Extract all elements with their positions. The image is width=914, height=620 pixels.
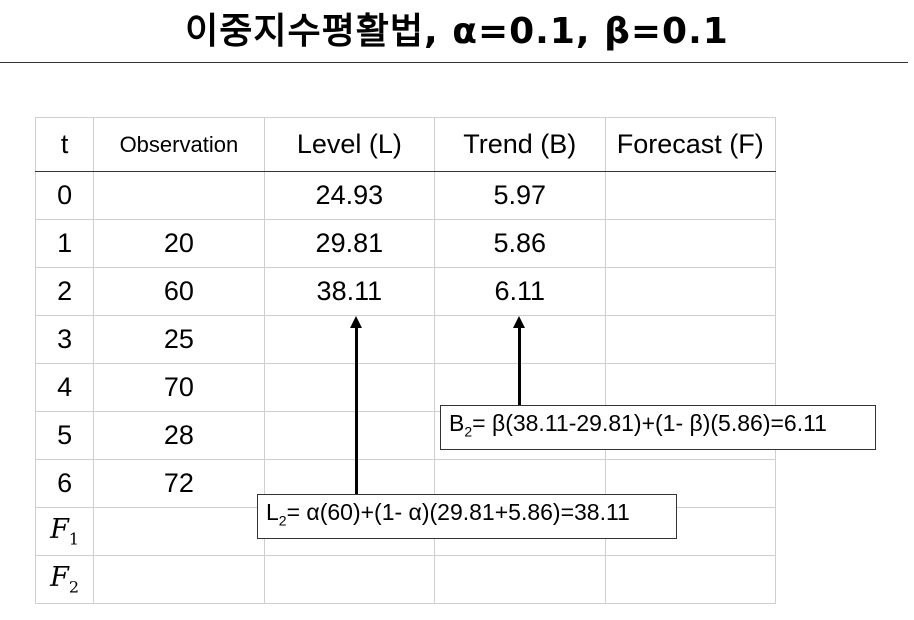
header-t: t — [36, 118, 94, 172]
cell-t: 2 — [36, 268, 94, 316]
cell-observation: 60 — [94, 268, 264, 316]
header-trend: Trend (B) — [435, 118, 605, 172]
trend-formula-subscript: 2 — [464, 424, 472, 440]
cell-forecast — [605, 556, 775, 604]
level-formula-symbol: L — [266, 499, 279, 525]
trend-formula-box: B2= β(38.11-29.81)+(1- β)(5.86)=6.11 — [440, 405, 876, 450]
table-row: 1 20 29.81 5.86 — [36, 220, 776, 268]
header-forecast: Forecast (F) — [605, 118, 775, 172]
table-header-row: t Observation Level (L) Trend (B) Foreca… — [36, 118, 776, 172]
header-level: Level (L) — [264, 118, 434, 172]
cell-forecast — [605, 220, 775, 268]
level-formula-expression: = α(60)+(1- α)(29.81+5.86)=38.11 — [287, 499, 630, 525]
header-observation: Observation — [94, 118, 264, 172]
title-divider — [0, 62, 908, 63]
cell-observation — [94, 556, 264, 604]
cell-level: 29.81 — [264, 220, 434, 268]
cell-observation — [94, 172, 264, 220]
cell-observation: 20 — [94, 220, 264, 268]
table-row: 2 60 38.11 6.11 — [36, 268, 776, 316]
cell-level — [264, 556, 434, 604]
level-arrow-line — [355, 326, 358, 496]
cell-observation: 70 — [94, 364, 264, 412]
cell-observation: 25 — [94, 316, 264, 364]
level-formula-subscript: 2 — [279, 513, 287, 529]
cell-observation: 28 — [94, 412, 264, 460]
cell-trend — [435, 556, 605, 604]
cell-level — [264, 364, 434, 412]
page-title: 이중지수평활법, α=0.1, β=0.1 — [0, 4, 914, 60]
cell-trend: 6.11 — [435, 268, 605, 316]
cell-t: 1 — [36, 220, 94, 268]
cell-observation — [94, 508, 264, 556]
level-formula-box: L2= α(60)+(1- α)(29.81+5.86)=38.11 — [257, 494, 677, 539]
cell-t: 5 — [36, 412, 94, 460]
cell-t: 3 — [36, 316, 94, 364]
table-row: 3 25 — [36, 316, 776, 364]
table-row: 0 24.93 5.97 — [36, 172, 776, 220]
cell-level: 38.11 — [264, 268, 434, 316]
trend-formula-expression: = β(38.11-29.81)+(1- β)(5.86)=6.11 — [472, 410, 827, 436]
trend-arrow-line — [518, 326, 521, 406]
cell-t: 4 — [36, 364, 94, 412]
cell-f2-label: F2 — [36, 556, 94, 604]
cell-observation: 72 — [94, 460, 264, 508]
cell-forecast — [605, 172, 775, 220]
cell-forecast — [605, 268, 775, 316]
cell-t: 0 — [36, 172, 94, 220]
cell-forecast — [605, 316, 775, 364]
trend-formula-symbol: B — [449, 410, 464, 436]
cell-trend: 5.86 — [435, 220, 605, 268]
forecast-row-f2: F2 — [36, 556, 776, 604]
cell-level — [264, 412, 434, 460]
cell-level: 24.93 — [264, 172, 434, 220]
cell-t: 6 — [36, 460, 94, 508]
cell-f1-label: F1 — [36, 508, 94, 556]
cell-trend: 5.97 — [435, 172, 605, 220]
